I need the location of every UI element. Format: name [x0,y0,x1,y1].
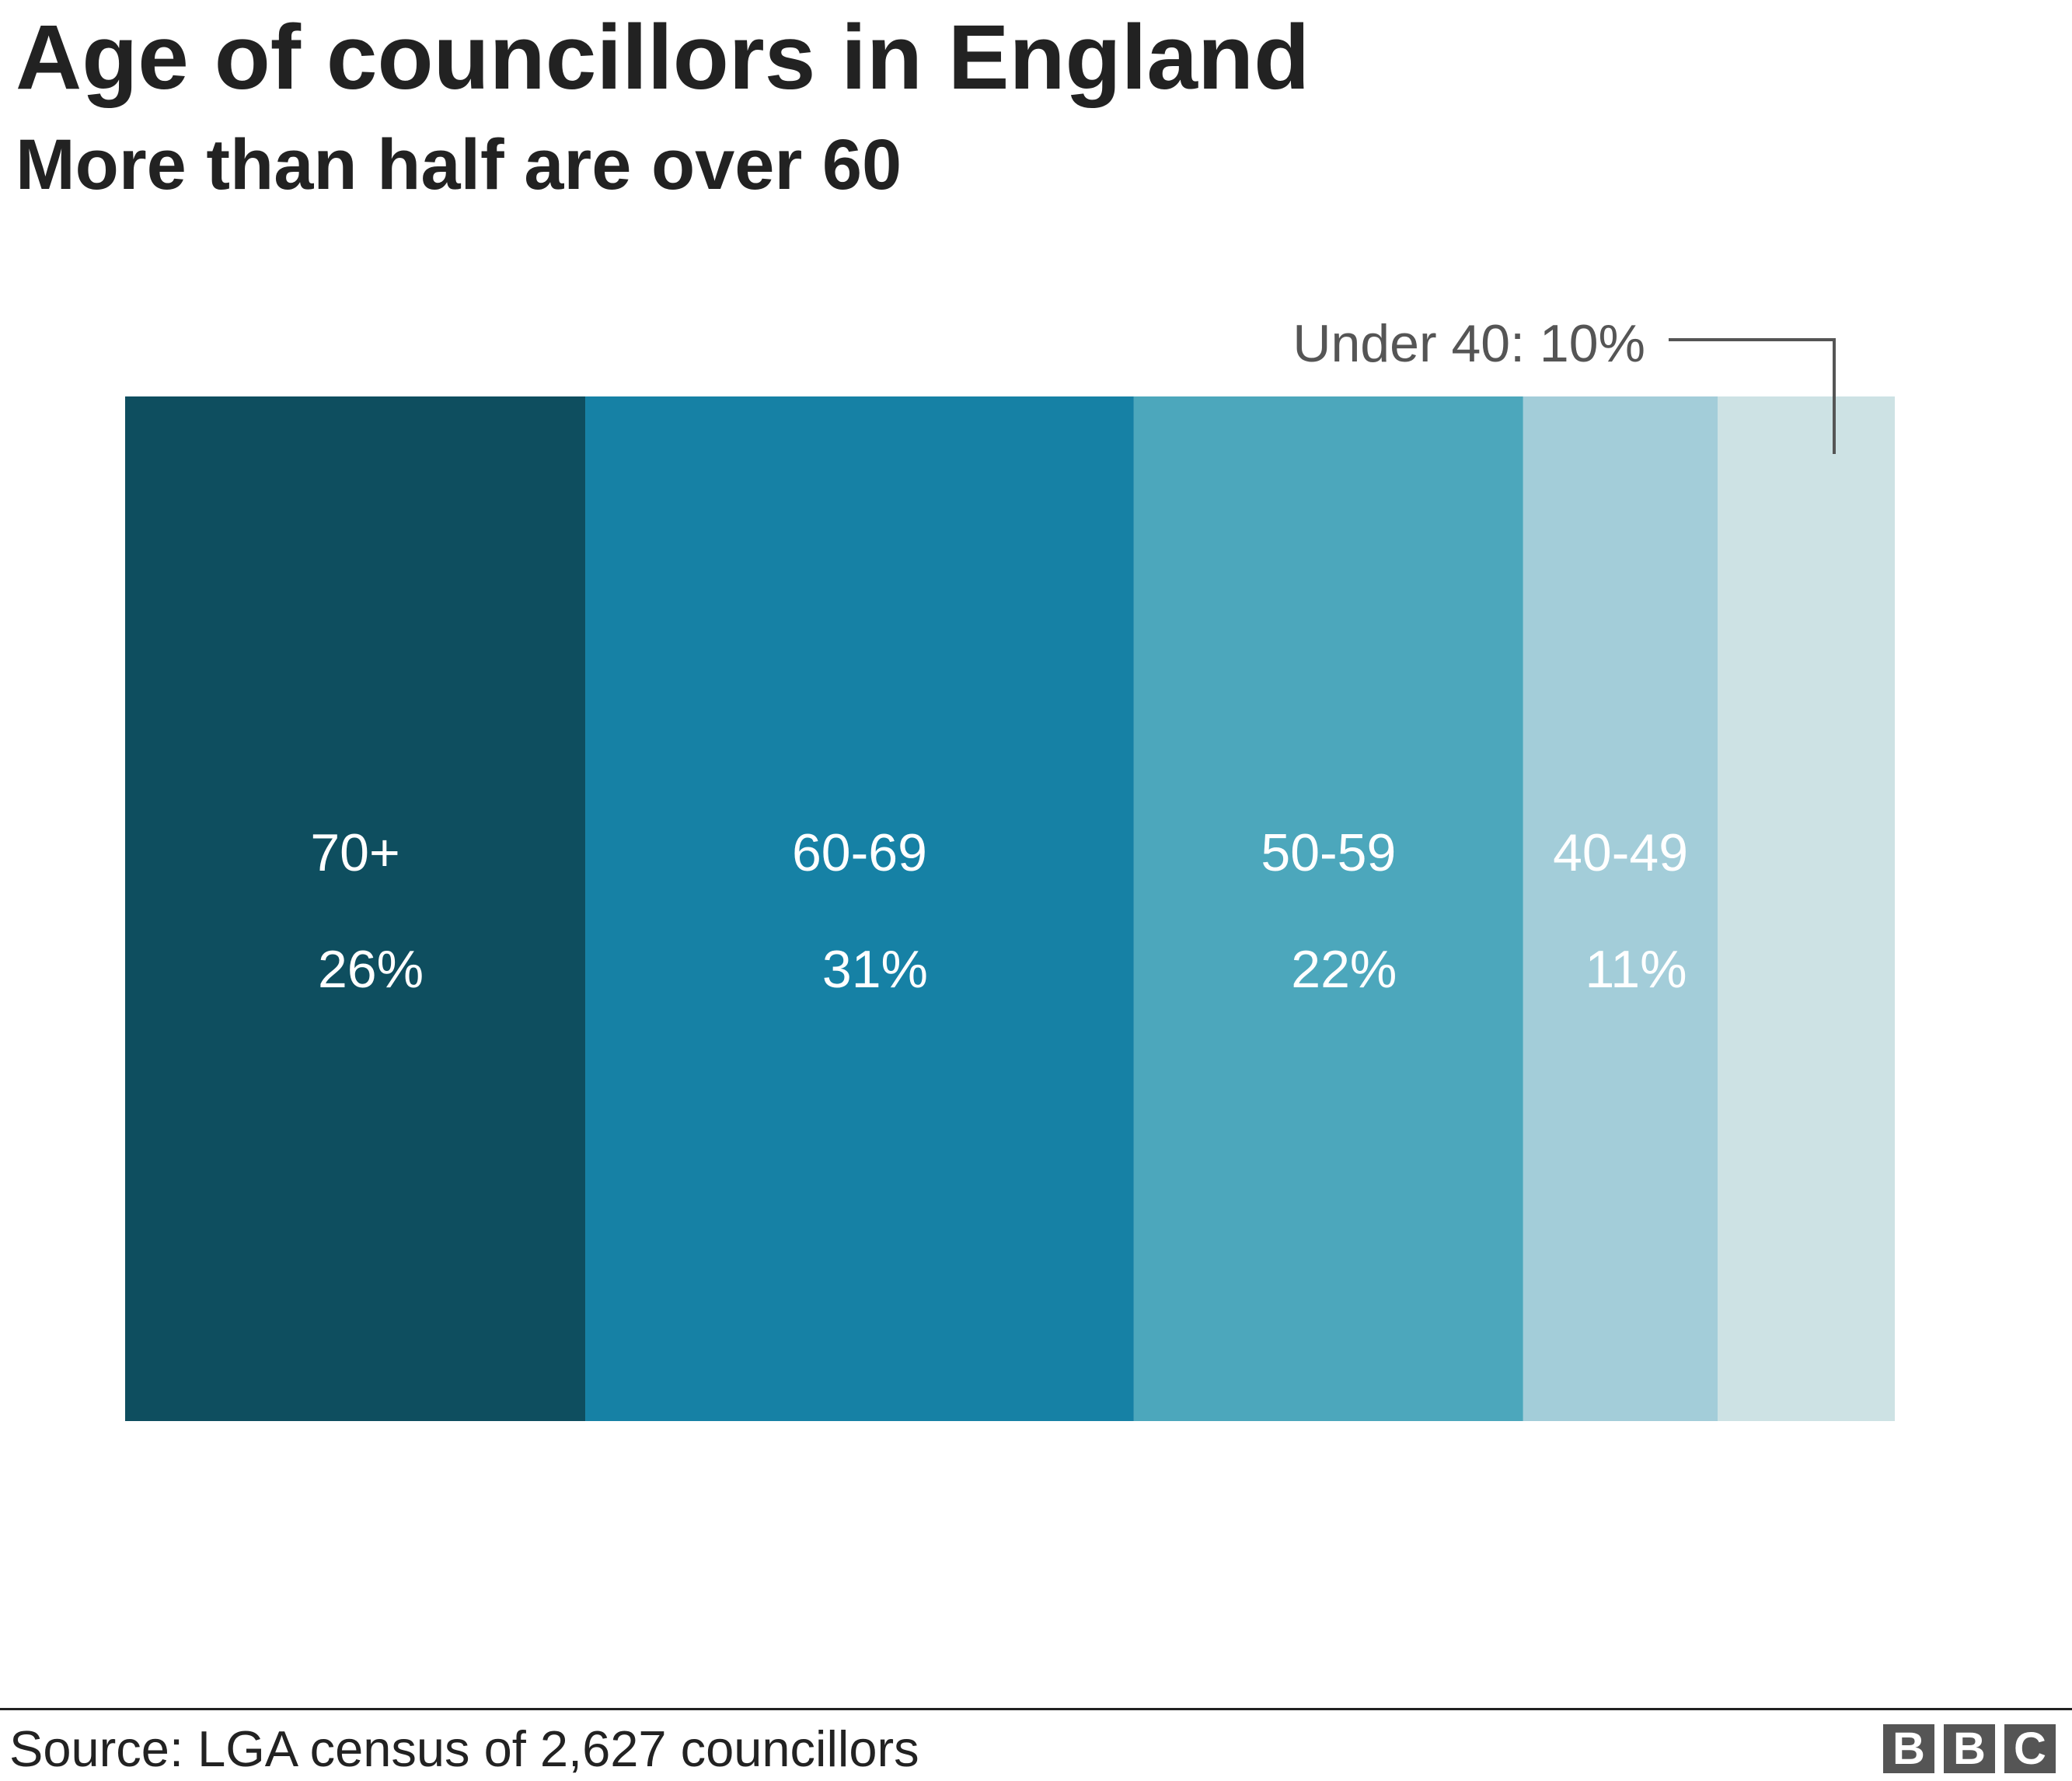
under-40-annotation: Under 40: 10% [1292,314,1645,373]
segment-value-60-69: 31% [822,940,928,999]
bar-segment-50-59 [1133,396,1523,1421]
source-note: Source: LGA census of 2,627 councillors [9,1720,919,1777]
bbc-logo-b2: B [1944,1723,1995,1774]
bar-segment-60-69 [585,396,1134,1421]
segment-label-50-59: 50-59 [1261,823,1396,882]
bar-segment-70- [125,396,586,1421]
segment-label-60-69: 60-69 [792,823,927,882]
chart-subtitle: More than half are over 60 [16,125,902,204]
bar-segment-40-49 [1523,396,1718,1421]
segment-value-70-: 26% [318,940,424,999]
segment-label-70-: 70+ [310,823,399,882]
annotation-leader-line [1669,338,1836,454]
chart-title: Age of councillors in England [16,6,1310,109]
segment-label-40-49: 40-49 [1553,823,1688,882]
footer-divider [0,1708,2072,1710]
stacked-bar-chart: 70+ 26% 60-69 31% 50-59 22% 40-49 11% Under 40:… [125,314,1895,1421]
segment-value-40-49: 11% [1585,940,1687,999]
bar-segment-under-40 [1718,396,1895,1421]
bbc-logo: B B C [1883,1723,2056,1774]
segment-value-50-59: 22% [1291,940,1397,999]
bbc-logo-b1: B [1883,1723,1934,1774]
bbc-logo-c: C [2004,1723,2056,1774]
